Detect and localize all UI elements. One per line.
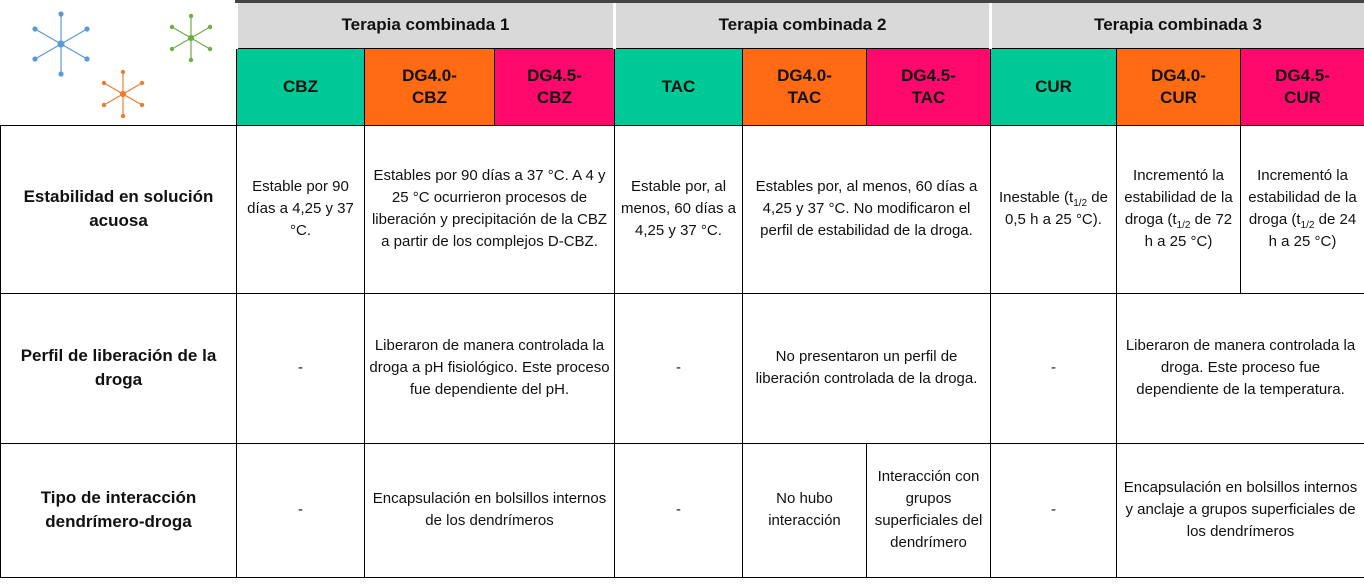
cell-text: Incrementó la estabilidad de la droga (t — [1248, 167, 1357, 228]
cell: - — [236, 442, 365, 578]
cell: - — [236, 292, 365, 444]
column-label: DG4.5-TAC — [901, 65, 956, 107]
cell-text: Inestable (t — [999, 189, 1074, 206]
column-header: TAC — [614, 47, 743, 126]
subscript: 1/2 — [1176, 220, 1191, 231]
column-header: DG4.0-CUR — [1116, 47, 1241, 126]
logo-cell — [1, 2, 237, 126]
cell: - — [614, 442, 743, 578]
dendrimer-logo — [31, 10, 212, 118]
row-label: Tipo de interacción dendrímero-droga — [0, 442, 237, 578]
cell-text: de 24 h a 25 °C) — [1268, 211, 1357, 250]
cell: Estables por 90 días a 37 °C. A 4 y 25 °… — [364, 124, 615, 294]
row-label: Perfil de liberación de la droga — [0, 292, 237, 444]
column-label: DG4.0-CUR — [1151, 65, 1206, 107]
column-label: TAC — [661, 76, 696, 96]
cell: Liberaron de manera controlada la droga … — [364, 292, 615, 444]
column-header: DG4.5-TAC — [866, 47, 991, 126]
group-row: Terapia combinada 1 Terapia combinada 2 … — [1, 0, 1364, 118]
row-label: Estabilidad en solución acuosa — [0, 124, 237, 294]
cell-text: Incrementó la estabilidad de la droga (t — [1124, 167, 1233, 228]
column-label: DG4.0-TAC — [777, 65, 832, 107]
subscript: 1/2 — [1300, 220, 1315, 231]
column-row: CBZ DG4.0-CBZ DG4.5-CBZ TAC DG4.0-TAC DG… — [1, 47, 1364, 126]
subscript: 1/2 — [1073, 198, 1088, 209]
column-header: DG4.5-CBZ — [494, 47, 615, 126]
cell: Estable por 90 días a 4,25 y 37 °C. — [236, 124, 365, 294]
column-label: DG4.5-CUR — [1275, 65, 1330, 107]
cell: Interacción con grupos superficiales del… — [866, 442, 991, 578]
group-header: Terapia combinada 1 — [235, 0, 615, 49]
column-header: DG4.0-TAC — [742, 47, 867, 126]
cell: Estables por, al menos, 60 días a 4,25 y… — [742, 124, 991, 294]
group-header: Terapia combinada 2 — [613, 0, 991, 49]
column-header: DG4.0-CBZ — [364, 47, 495, 126]
cell: No hubo interacción — [742, 442, 867, 578]
cell-text: de 72 h a 25 °C) — [1144, 211, 1233, 250]
cell: No presentaron un perfil de liberación c… — [742, 292, 991, 444]
row: Tipo de interacción dendrímero-droga - E… — [0, 442, 1364, 578]
cell: Estable por, al menos, 60 días a 4,25 y … — [614, 124, 743, 294]
cell: Encapsulación en bolsillos internos y an… — [1115, 442, 1364, 578]
column-label: CBZ — [283, 76, 318, 96]
cell: Incrementó la estabilidad de la droga (t… — [1116, 124, 1241, 294]
cell: Incrementó la estabilidad de la droga (t… — [1239, 124, 1364, 294]
cell: - — [990, 292, 1117, 444]
cell: Inestable (t1/2 de 0,5 h a 25 °C). — [990, 124, 1117, 294]
cell-text: de 0,5 h a 25 °C). — [1005, 189, 1108, 228]
group-header: Terapia combinada 3 — [988, 0, 1364, 49]
column-header: CUR — [990, 47, 1117, 126]
cell: Liberaron de manera controlada la droga.… — [1115, 292, 1364, 444]
column-header: DG4.5-CUR — [1239, 47, 1364, 126]
cell: - — [614, 292, 743, 444]
row: Perfil de liberación de la droga - Liber… — [0, 292, 1364, 444]
cell: Encapsulación en bolsillos internos de l… — [364, 442, 615, 578]
column-label: CUR — [1035, 76, 1072, 96]
cell: - — [990, 442, 1117, 578]
column-label: DG4.5-CBZ — [527, 65, 582, 107]
column-header: CBZ — [236, 47, 365, 126]
row: Estabilidad en solución acuosa Estable p… — [0, 124, 1364, 294]
column-label: DG4.0-CBZ — [402, 65, 457, 107]
